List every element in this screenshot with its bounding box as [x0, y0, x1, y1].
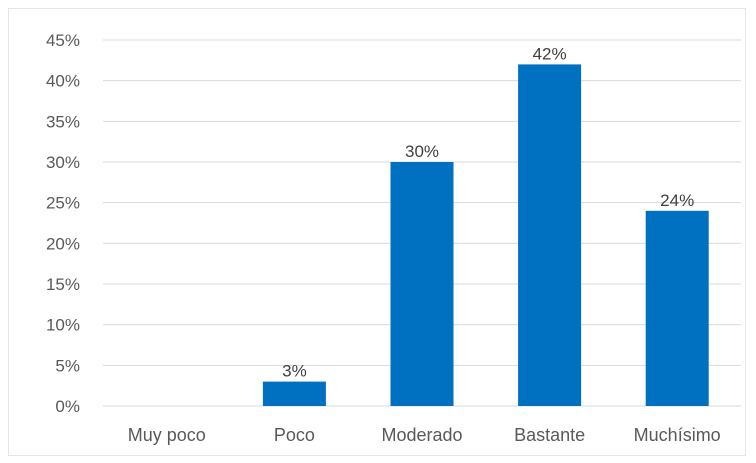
category-label: Bastante	[514, 425, 585, 445]
y-tick-label: 0%	[55, 397, 80, 416]
bars	[262, 64, 709, 407]
y-axis: 0% 5% 10% 15% 20% 25% 30% 35% 40% 45%	[46, 31, 80, 416]
data-label: 30%	[405, 142, 439, 161]
bar-muchísimo	[645, 210, 709, 406]
chart-frame	[8, 8, 746, 456]
y-tick-label: 10%	[46, 316, 80, 335]
y-tick-label: 40%	[46, 72, 80, 91]
category-label: Moderado	[381, 425, 462, 445]
bar-moderado	[390, 162, 454, 406]
bar-poco	[262, 381, 326, 406]
gridlines	[103, 39, 741, 407]
data-label: 42%	[533, 44, 567, 63]
y-tick-label: 20%	[46, 234, 80, 253]
y-tick-label: 30%	[46, 153, 80, 172]
y-tick-label: 25%	[46, 194, 80, 213]
y-tick-label: 15%	[46, 275, 80, 294]
data-labels: 3% 30% 42% 24%	[282, 44, 694, 380]
category-label: Poco	[274, 425, 315, 445]
x-axis: Muy poco Poco Moderado Bastante Muchísimo	[128, 425, 721, 445]
y-tick-label: 5%	[55, 356, 80, 375]
y-tick-label: 45%	[46, 31, 80, 50]
category-label: Muy poco	[128, 425, 206, 445]
data-label: 3%	[282, 362, 307, 381]
category-label: Muchísimo	[634, 425, 721, 445]
data-label: 24%	[660, 191, 694, 210]
bar-bastante	[518, 64, 582, 407]
y-tick-label: 35%	[46, 112, 80, 131]
